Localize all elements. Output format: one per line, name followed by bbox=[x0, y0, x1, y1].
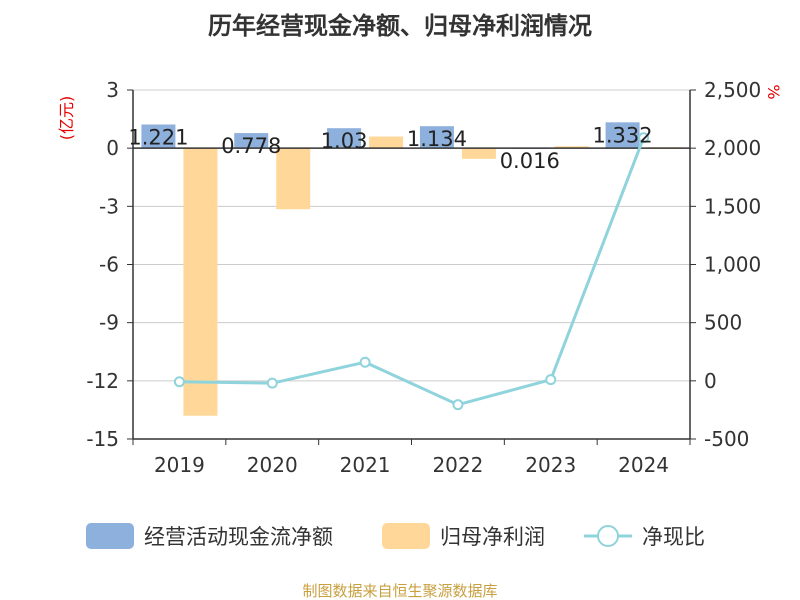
legend-label: 净现比 bbox=[642, 525, 705, 549]
cash-bar bbox=[605, 122, 640, 149]
legend-item-1[interactable]: 归母净利润 bbox=[382, 523, 545, 549]
ratio-line bbox=[173, 132, 650, 411]
x-tick-label: 2021 bbox=[340, 453, 391, 477]
ratio-point bbox=[545, 374, 557, 386]
legend-marker bbox=[597, 525, 619, 547]
legend-swatch bbox=[86, 523, 134, 549]
legend[interactable]: 经营活动现金流净额 归母净利润 净现比 bbox=[86, 523, 705, 549]
legend-label: 归母净利润 bbox=[440, 525, 545, 549]
left-tick-label: 3 bbox=[106, 78, 119, 102]
profit-bar bbox=[276, 148, 311, 210]
data-labels: 1.221 0.778 1.03 1.134 0.016 1.332 bbox=[128, 123, 652, 173]
left-axis-unit: (亿元) bbox=[57, 96, 76, 141]
x-tick-label: 2020 bbox=[247, 453, 298, 477]
ratio-point bbox=[452, 399, 464, 411]
right-tick-label: 2,500 bbox=[704, 78, 761, 102]
cash-bar bbox=[419, 126, 454, 149]
ratio-point bbox=[266, 377, 278, 389]
left-tick-label: -9 bbox=[99, 311, 119, 335]
ratio-line-path bbox=[179, 137, 645, 407]
x-tick-label: 2023 bbox=[525, 453, 576, 477]
x-tick-label: 2024 bbox=[618, 453, 669, 477]
right-tick-label: 1,500 bbox=[704, 194, 761, 218]
legend-item-2[interactable]: 净现比 bbox=[584, 525, 705, 549]
legend-item-0[interactable]: 经营活动现金流净额 bbox=[86, 523, 333, 549]
profit-bar bbox=[461, 148, 496, 159]
left-tick-label: -3 bbox=[99, 194, 119, 218]
cash-data-label: 0.778 bbox=[221, 134, 281, 158]
cash-data-label: 1.332 bbox=[593, 123, 653, 147]
profit-bar bbox=[183, 148, 218, 416]
right-tick-label: 2,000 bbox=[704, 136, 761, 160]
cash-data-label: 1.03 bbox=[321, 129, 368, 153]
left-tick-label: -12 bbox=[86, 369, 119, 393]
ratio-point bbox=[173, 376, 185, 388]
cash-data-label: 1.134 bbox=[407, 127, 467, 151]
profit-bar bbox=[369, 136, 404, 149]
cash-bar bbox=[141, 124, 176, 149]
x-tick-label: 2019 bbox=[154, 453, 205, 477]
left-tick-label: -6 bbox=[99, 253, 119, 277]
cash-data-label: 1.221 bbox=[128, 125, 188, 149]
profit-bar bbox=[554, 146, 589, 149]
cash-bar bbox=[234, 133, 269, 149]
ratio-point bbox=[638, 132, 650, 144]
right-tick-label: 500 bbox=[704, 311, 742, 335]
right-tick-label: 0 bbox=[704, 369, 717, 393]
legend-swatch bbox=[382, 523, 430, 549]
source-note: 制图数据来自恒生聚源数据库 bbox=[302, 582, 497, 600]
bars bbox=[141, 122, 682, 416]
cash-data-label: 0.016 bbox=[500, 149, 560, 173]
left-tick-label: -15 bbox=[86, 427, 119, 451]
right-tick-label: -500 bbox=[704, 427, 749, 451]
legend-label: 经营活动现金流净额 bbox=[144, 525, 333, 549]
right-tick-label: 1,000 bbox=[704, 253, 761, 277]
axes: 3 0 -3 -6 -9 -12 -15 2,500 2,000 1,500 1,000 500 0 -5… bbox=[86, 78, 761, 477]
x-tick-label: 2022 bbox=[432, 453, 483, 477]
right-axis-unit: % bbox=[764, 84, 783, 99]
chart-title: 历年经营现金净额、归母净利润情况 bbox=[208, 12, 592, 40]
cash-bar bbox=[327, 128, 362, 149]
ratio-point bbox=[359, 356, 371, 368]
left-tick-label: 0 bbox=[106, 136, 119, 160]
